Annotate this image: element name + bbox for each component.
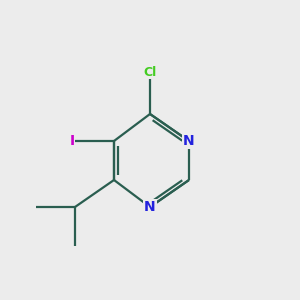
Text: Cl: Cl [143, 65, 157, 79]
Text: I: I [69, 134, 75, 148]
Text: N: N [183, 134, 195, 148]
Text: N: N [144, 200, 156, 214]
